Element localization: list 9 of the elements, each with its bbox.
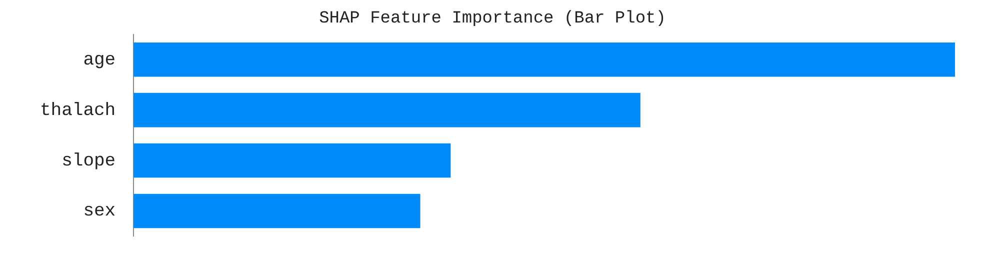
chart-title: SHAP Feature Importance (Bar Plot) xyxy=(319,10,666,29)
y-tick-label: age xyxy=(83,50,116,70)
bar xyxy=(134,42,955,77)
y-tick-label: thalach xyxy=(40,100,116,121)
bar xyxy=(134,92,640,128)
bar xyxy=(134,194,420,228)
y-tick-label: sex xyxy=(83,202,116,222)
y-tick-label: slope xyxy=(62,151,116,172)
bar xyxy=(134,143,451,178)
